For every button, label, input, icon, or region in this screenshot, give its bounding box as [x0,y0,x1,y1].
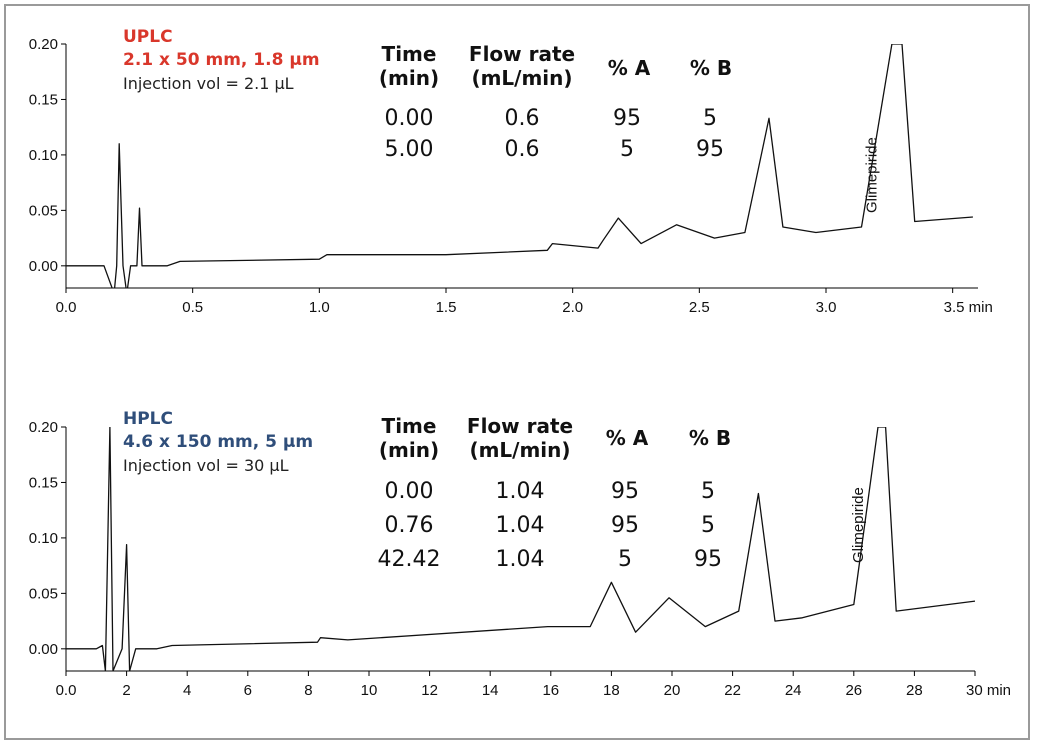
hplc-glimepiride-annotation: Glimepiride [850,487,867,563]
uplc-row1-a: 95 [613,106,641,131]
uplc-header-flow-rate: Flow rate (mL/min) [468,42,576,90]
hplc-injection-volume: Injection vol = 30 µL [123,456,289,475]
uplc-header-percent-a: % A [607,56,651,80]
uplc-glimepiride-annotation: Glimepiride [864,137,881,213]
hplc-y-tick-label: 0.15 [29,474,58,491]
hplc-x-tick-label: 14 [482,682,499,699]
hplc-x-tick-label: 12 [421,682,438,699]
hplc-x-tick-label: 0.0 [56,682,77,699]
hplc-y-tick-label: 0.05 [29,585,58,602]
hplc-row2-flow: 1.04 [495,513,545,538]
hplc-x-tick-label: 10 [361,682,378,699]
hplc-x-tick-label: 18 [603,682,620,699]
uplc-x-tick-label: 3.0 [816,299,837,316]
uplc-injection-volume: Injection vol = 2.1 µL [123,74,294,93]
hplc-x-tick-label: 6 [244,682,252,699]
hplc-title: HPLC [123,409,173,429]
hplc-header-flow-rate: Flow rate (mL/min) [466,414,574,462]
hplc-x-tick-label: 16 [542,682,559,699]
hplc-chromatogram-trace-0 [66,427,975,671]
hplc-row1-b: 5 [701,479,715,504]
hplc-row3-b: 95 [694,547,722,572]
hplc-row1-flow: 1.04 [495,479,545,504]
uplc-y-tick-label: 0.05 [29,202,58,219]
uplc-row2-flow: 0.6 [504,137,540,162]
uplc-row2-a: 5 [620,137,634,162]
uplc-x-tick-label: 2.5 [689,299,710,316]
uplc-y-tick-label: 0.10 [29,147,58,164]
uplc-chart-panel: 0.00 0.05 0.10 0.15 0.20 0.0 0.5 1.0 1.5 2.0 2.5 3.… [0,0,1038,340]
hplc-row3-a: 5 [618,547,632,572]
uplc-row2-b: 95 [696,137,724,162]
uplc-x-tick-label: 1.5 [436,299,457,316]
uplc-x-tick-label: 3.5 min [944,299,993,316]
hplc-x-tick-label: 26 [845,682,862,699]
uplc-column-spec: 2.1 x 50 mm, 1.8 µm [123,50,320,70]
hplc-header-percent-a: % A [605,426,649,450]
hplc-x-tick-label: 22 [724,682,741,699]
hplc-row2-time: 0.76 [384,513,434,538]
hplc-chromatogram-plot: 0.000.050.100.150.200.0 2 4 6 8 10 12 14 16 18 20 2… [29,419,1011,699]
hplc-row2-b: 5 [701,513,715,538]
uplc-y-tick-label: 0.15 [29,91,58,108]
hplc-y-tick-label: 0.20 [29,419,58,436]
uplc-chromatogram-trace-0 [66,44,973,288]
hplc-column-spec: 4.6 x 150 mm, 5 µm [123,432,314,452]
hplc-row2-a: 95 [611,513,639,538]
hplc-row3-time: 42.42 [377,547,441,572]
hplc-y-tick-label: 0.00 [29,641,58,658]
hplc-x-tick-label: 4 [183,682,191,699]
hplc-x-tick-label: 30 min [966,682,1011,699]
hplc-header-percent-b: % B [688,426,732,450]
hplc-x-tick-label: 8 [304,682,312,699]
uplc-y-tick-label: 0.00 [29,258,58,275]
uplc-row1-time: 0.00 [384,106,434,131]
uplc-row1-b: 5 [703,106,717,131]
uplc-x-tick-label: 1.0 [309,299,330,316]
hplc-header-time: Time (min) [378,414,440,462]
hplc-chart-panel: 0.00 0.05 0.10 0.15 0.20 0.0 2 4 6 8 10 12 14 16 18 20 2… [0,374,1038,714]
uplc-header-percent-b: % B [689,56,733,80]
hplc-row1-a: 95 [611,479,639,504]
hplc-row3-flow: 1.04 [495,547,545,572]
hplc-x-tick-label: 2 [122,682,130,699]
uplc-row1-flow: 0.6 [504,106,540,131]
uplc-title: UPLC [123,27,173,47]
uplc-x-tick-label: 2.0 [562,299,583,316]
uplc-header-time: Time (min) [378,42,440,90]
hplc-x-tick-label: 20 [664,682,681,699]
hplc-y-tick-label: 0.10 [29,530,58,547]
hplc-row1-time: 0.00 [384,479,434,504]
uplc-row2-time: 5.00 [384,137,434,162]
uplc-y-tick-label: 0.20 [29,36,58,53]
uplc-x-tick-label: 0.5 [182,299,203,316]
figure-frame [4,4,1030,740]
hplc-x-tick-label: 28 [906,682,923,699]
hplc-x-tick-label: 24 [785,682,802,699]
uplc-chromatogram-plot: 0.00 0.05 0.10 0.15 0.20 0.0 0.5 1.0 1.5 2.0 2.5 3.… [29,36,993,316]
uplc-x-tick-label: 0.0 [56,299,77,316]
